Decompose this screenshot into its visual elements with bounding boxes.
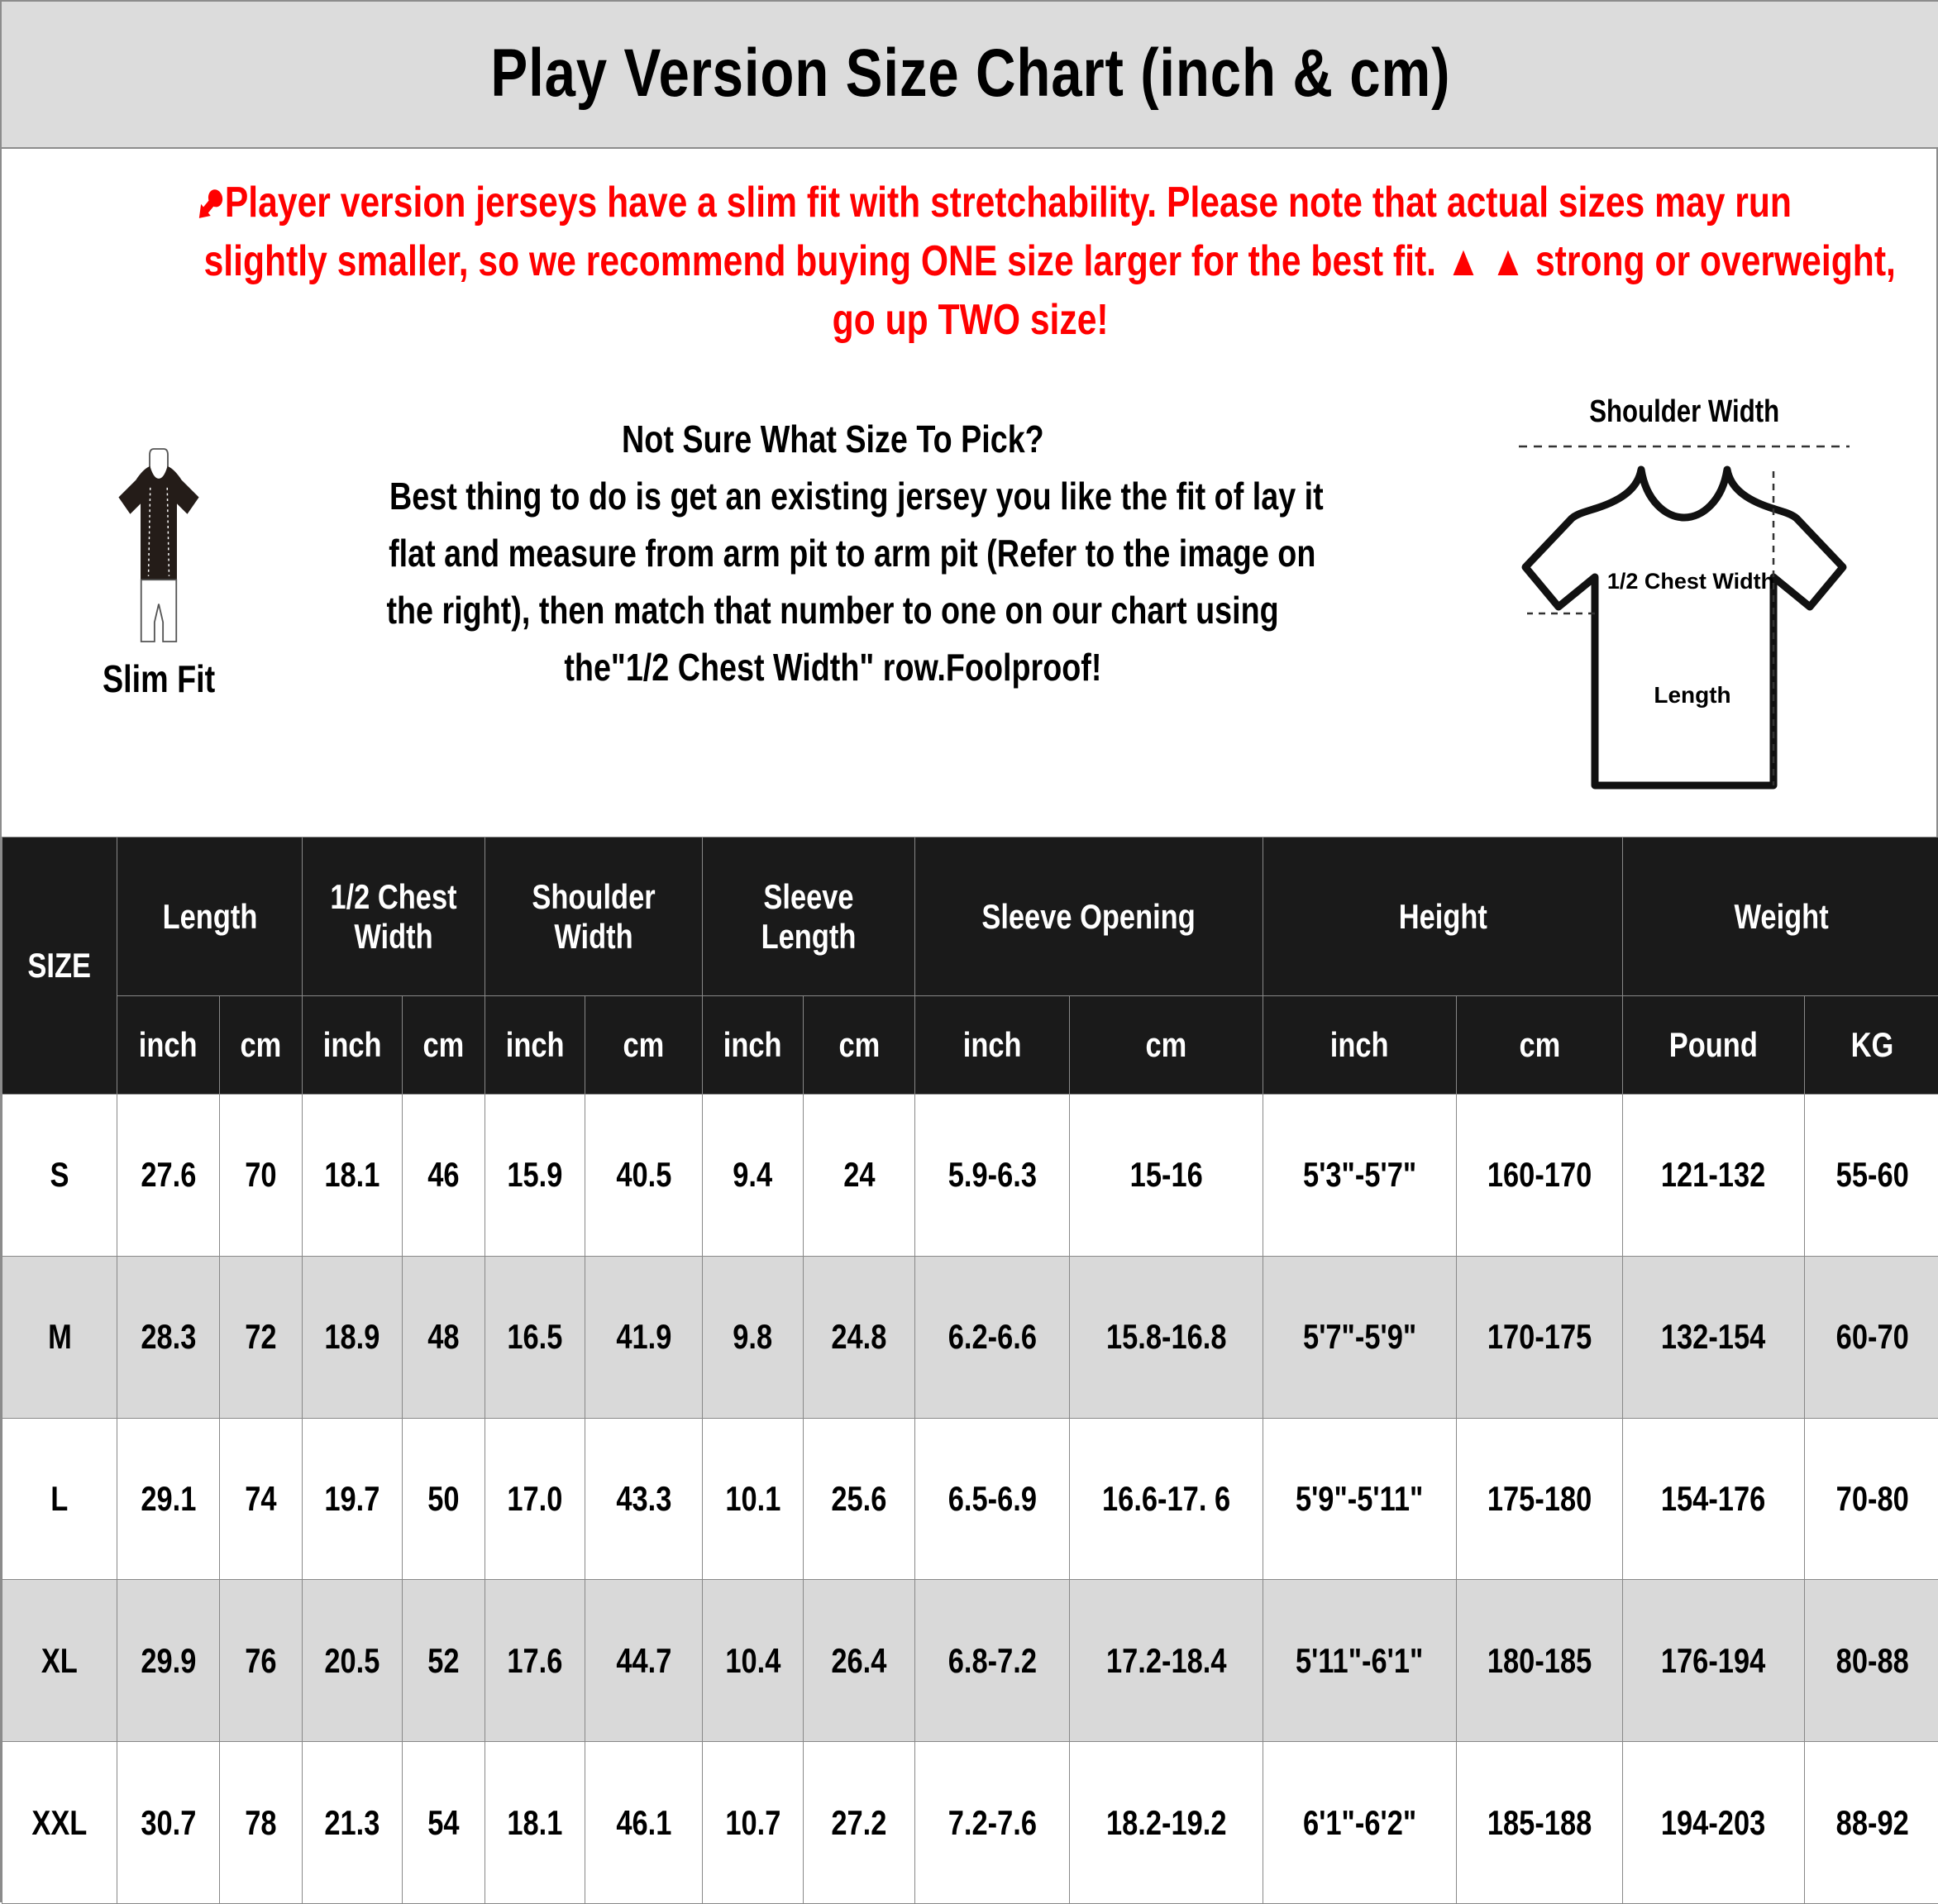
svg-text:1/2 Chest Width: 1/2 Chest Width: [1607, 569, 1774, 594]
svg-text:Length: Length: [1654, 682, 1730, 708]
